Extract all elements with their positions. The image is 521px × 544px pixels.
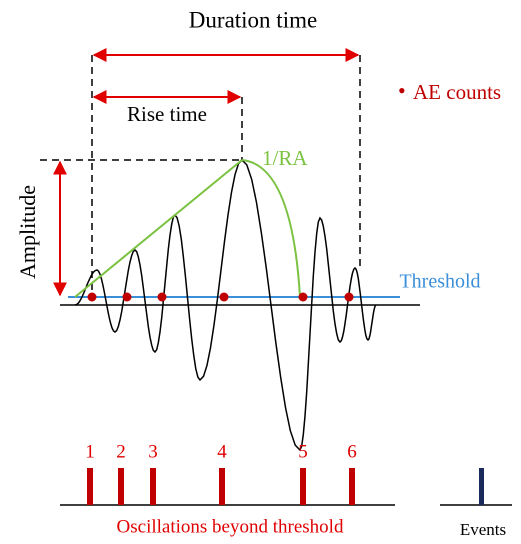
counts-caption: Oscillations beyond threshold [117,516,344,537]
rise-time-label: Rise time [127,102,207,126]
count-label: 3 [148,441,158,462]
event-bar [479,468,484,505]
count-label: 6 [347,441,357,462]
crossing-dots [87,292,354,302]
rise-line [74,159,243,298]
title: Duration time [189,7,317,32]
amplitude-label: Amplitude [15,185,40,279]
count-bar [219,468,225,505]
arrows [53,48,360,297]
count-label: 4 [217,441,227,462]
count-bar [150,468,156,505]
slope-label: 1/RA [262,146,308,170]
count-label: 1 [85,441,95,462]
legend-label: AE counts [413,80,501,104]
threshold-label: Threshold [399,271,480,293]
decay-curve [241,159,301,298]
guides [40,55,361,297]
count-label: 2 [116,441,126,462]
count-bar [300,468,306,505]
legend-marker: • [398,78,406,103]
count-bar [87,468,93,505]
count-bar [349,468,355,505]
count-bar [118,468,124,505]
count-label: 5 [298,441,308,462]
events-caption: Events [460,520,506,539]
waveform [74,158,377,452]
